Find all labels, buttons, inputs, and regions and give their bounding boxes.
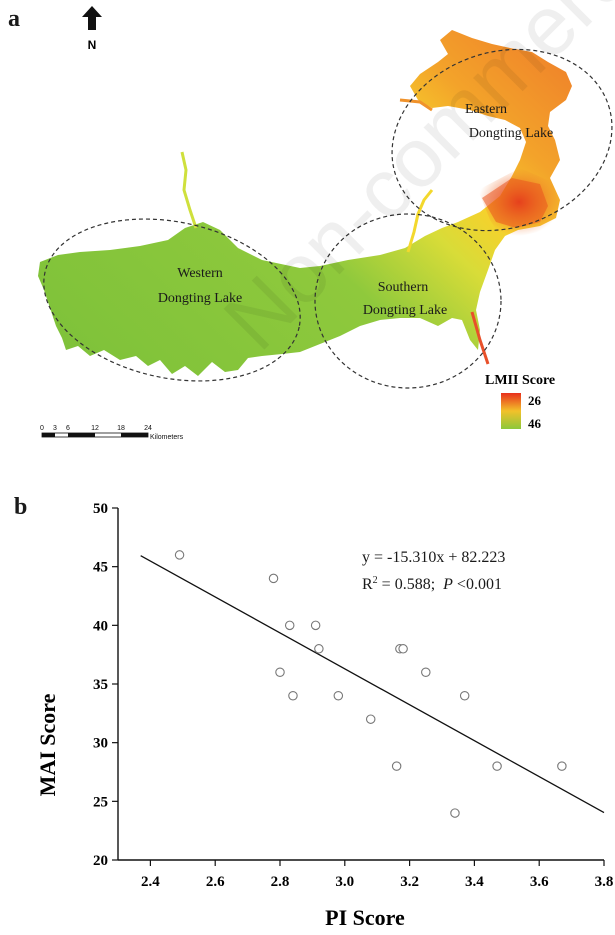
scale-unit-label: Kilometers bbox=[150, 434, 184, 441]
north-label: N bbox=[88, 38, 97, 52]
region-label-eastern-line1: Eastern bbox=[465, 102, 507, 117]
panel-label-b: b bbox=[14, 494, 28, 520]
x-tick-label: 2.4 bbox=[141, 874, 160, 890]
data-point bbox=[275, 667, 285, 678]
scale-bar: 0 3 6 12 18 24 Kilometers bbox=[40, 425, 184, 441]
regression-line bbox=[140, 555, 605, 814]
data-point bbox=[459, 690, 470, 701]
region-label-southern-line1: Southern bbox=[378, 280, 429, 295]
data-point bbox=[268, 573, 279, 584]
plot-frame bbox=[117, 508, 604, 861]
scale-tick-label: 3 bbox=[53, 425, 57, 432]
scale-tick-label: 6 bbox=[66, 425, 70, 432]
data-point bbox=[314, 644, 324, 654]
p-value: <0.001 bbox=[453, 576, 502, 593]
data-point bbox=[310, 620, 321, 631]
legend-low-label: 46 bbox=[528, 416, 542, 431]
x-tick-label: 2.6 bbox=[206, 874, 225, 890]
x-tick-label: 3.8 bbox=[595, 874, 614, 890]
scale-tick-label: 0 bbox=[40, 425, 44, 432]
data-point bbox=[284, 620, 295, 631]
y-axis-label: MAI Score bbox=[35, 693, 60, 796]
data-point bbox=[391, 761, 402, 771]
x-tick-label: 3.2 bbox=[400, 874, 419, 890]
y-tick-label: 50 bbox=[93, 501, 108, 517]
regression-equation: y = -15.310x + 82.223 bbox=[362, 549, 505, 566]
x-axis: 2.4 2.6 2.8 3.0 3.2 3.4 3.6 3.8 bbox=[141, 860, 613, 890]
scale-tick-label: 18 bbox=[117, 425, 125, 432]
data-point bbox=[174, 550, 185, 560]
region-label-western-line2: Dongting Lake bbox=[158, 291, 242, 306]
scale-tick-label: 12 bbox=[91, 425, 99, 432]
y-tick-label: 45 bbox=[93, 560, 108, 576]
y-axis: 20 25 30 35 40 45 50 bbox=[93, 501, 118, 869]
r2-value: = 0.588; bbox=[378, 576, 443, 593]
region-boundary-western bbox=[43, 218, 301, 382]
region-boundary-eastern bbox=[391, 48, 613, 232]
data-point bbox=[398, 644, 408, 654]
region-label-western-line1: Western bbox=[177, 266, 223, 281]
lake-map: N Western Dongting Lake Southern Dongtin… bbox=[38, 6, 613, 441]
y-tick-label: 40 bbox=[93, 618, 108, 634]
data-point bbox=[450, 808, 460, 818]
panel-label-a: a bbox=[8, 6, 20, 32]
legend-title: LMII Score bbox=[485, 373, 555, 388]
r2-prefix: R bbox=[362, 576, 373, 593]
x-axis-label: PI Score bbox=[325, 905, 405, 930]
region-boundary-southern bbox=[314, 213, 502, 389]
y-tick-label: 20 bbox=[93, 853, 108, 869]
region-label-eastern-line2: Dongting Lake bbox=[469, 126, 553, 141]
y-tick-label: 30 bbox=[93, 736, 108, 752]
legend-high-label: 26 bbox=[528, 393, 542, 408]
y-tick-label: 35 bbox=[93, 677, 108, 693]
data-points bbox=[174, 550, 567, 818]
data-point bbox=[365, 714, 376, 724]
x-tick-label: 3.6 bbox=[530, 874, 549, 890]
lake-shape bbox=[38, 30, 572, 376]
north-arrow-icon bbox=[82, 6, 102, 30]
data-point bbox=[421, 667, 431, 678]
region-label-southern-line2: Dongting Lake bbox=[363, 303, 447, 318]
x-tick-label: 3.4 bbox=[465, 874, 484, 890]
y-tick-label: 25 bbox=[93, 794, 108, 810]
data-point bbox=[492, 761, 502, 771]
x-tick-label: 3.0 bbox=[335, 874, 354, 890]
data-point bbox=[333, 690, 344, 701]
data-point bbox=[557, 761, 567, 771]
x-tick-label: 2.8 bbox=[271, 874, 290, 890]
data-point bbox=[288, 690, 298, 701]
r-squared-text: R2 = 0.588; P <0.001 bbox=[362, 575, 502, 593]
scale-tick-label: 24 bbox=[144, 425, 152, 432]
r2-superscript: 2 bbox=[373, 575, 378, 586]
p-label: P bbox=[442, 576, 453, 593]
legend-color-ramp bbox=[501, 393, 521, 429]
